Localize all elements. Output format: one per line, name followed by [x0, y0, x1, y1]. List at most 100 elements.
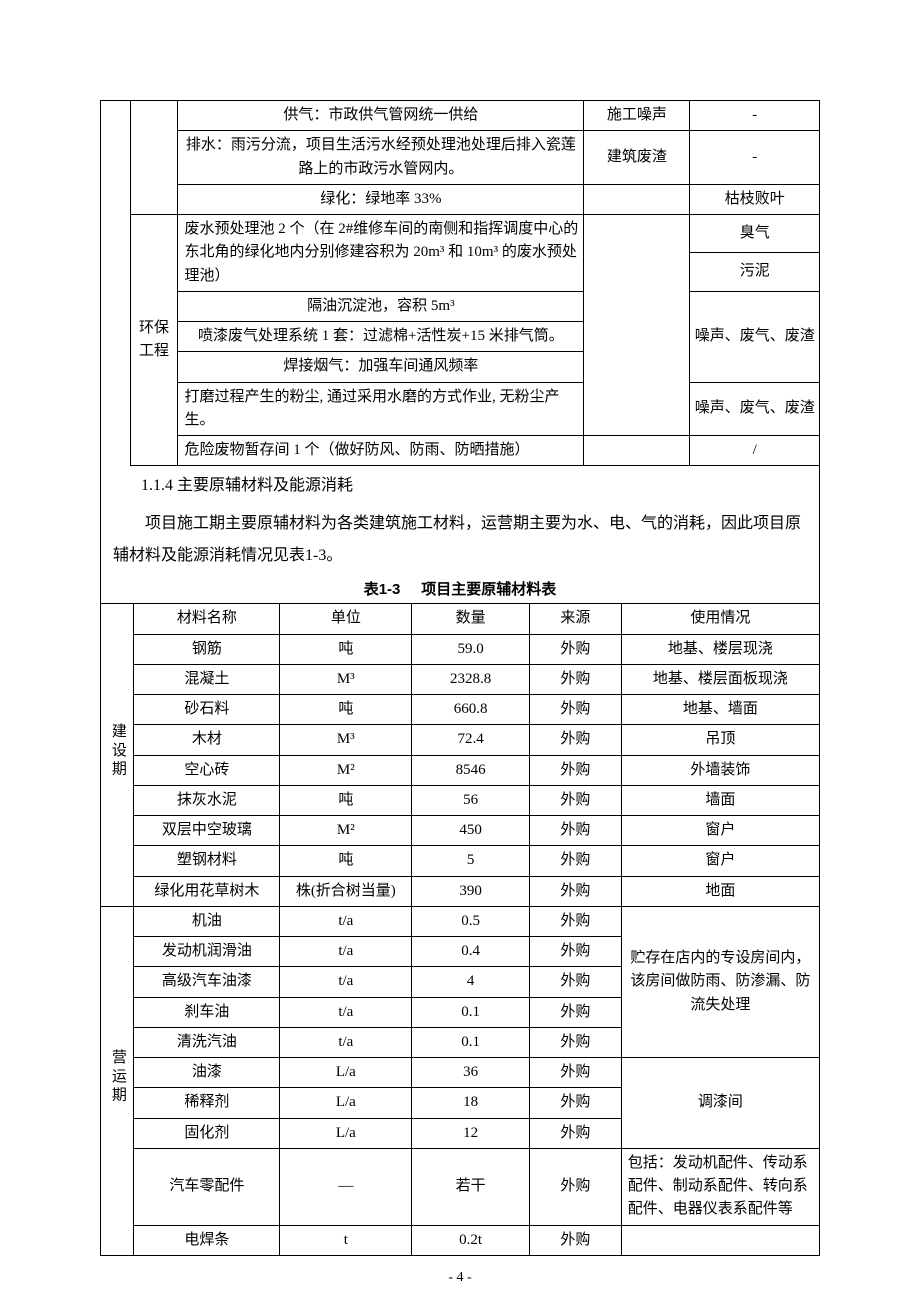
table-cell: 吨	[280, 785, 412, 815]
table-cell	[621, 1225, 819, 1255]
table-cell: 0.5	[412, 906, 530, 936]
table-cell: 臭气	[690, 215, 819, 253]
table-cell: t/a	[280, 997, 412, 1027]
table-cell	[584, 184, 690, 214]
table-header-row: 建设期 材料名称 单位 数量 来源 使用情况	[101, 604, 819, 634]
table-cell	[130, 101, 178, 215]
table-cell: t/a	[280, 967, 412, 997]
table-cell: 噪声、废气、废渣	[690, 382, 819, 436]
table-cell: 株(折合树当量)	[280, 876, 412, 906]
caption-number: 表1-3	[364, 581, 401, 598]
table-row: 排水：雨污分流，项目生活污水经预处理池处理后排入瓷莲路上的市政污水管网内。 建筑…	[101, 131, 819, 185]
table-cell: 混凝土	[134, 664, 280, 694]
table-cell: 外购	[529, 846, 621, 876]
table-cell: 0.2t	[412, 1225, 530, 1255]
table-cell: 56	[412, 785, 530, 815]
caption-title: 项目主要原辅材料表	[421, 581, 556, 598]
table-cell: 地基、墙面	[621, 695, 819, 725]
table-cell: t/a	[280, 1027, 412, 1057]
table-cell: 外购	[529, 1148, 621, 1225]
table-cell: 外购	[529, 1118, 621, 1148]
table-cell: 外购	[529, 695, 621, 725]
table-cell: 油漆	[134, 1058, 280, 1088]
table-cell: 吨	[280, 846, 412, 876]
table-cell: 72.4	[412, 725, 530, 755]
table-cell: 地基、楼层面板现浇	[621, 664, 819, 694]
table-env-engineering: 供气：市政供气管网统一供给 施工噪声 - 排水：雨污分流，项目生活污水经预处理池…	[101, 101, 819, 466]
col-header: 使用情况	[621, 604, 819, 634]
table-cell: 调漆间	[621, 1058, 819, 1149]
section-heading: 1.1.4 主要原辅材料及能源消耗	[105, 470, 819, 502]
table-cell: 废水预处理池 2 个（在 2#维修车间的南侧和指挥调度中心的东北角的绿化地内分别…	[178, 215, 584, 292]
table-cell: 0.1	[412, 997, 530, 1027]
table-row: 混凝土M³2328.8外购地基、楼层面板现浇	[101, 664, 819, 694]
table-cell: t	[280, 1225, 412, 1255]
table-cell: 焊接烟气：加强车间通风频率	[178, 352, 584, 382]
table-cell: L/a	[280, 1058, 412, 1088]
table-cell: 打磨过程产生的粉尘, 通过采用水磨的方式作业, 无粉尘产生。	[178, 382, 584, 436]
table-cell: 喷漆废气处理系统 1 套：过滤棉+活性炭+15 米排气筒。	[178, 322, 584, 352]
table-cell: /	[690, 436, 819, 466]
table-cell: 外购	[529, 1058, 621, 1088]
table-row: 汽车零配件—若干外购包括：发动机配件、传动系配件、制动系配件、转向系配件、电器仪…	[101, 1148, 819, 1225]
table-cell: 外购	[529, 967, 621, 997]
table-row: 空心砖M²8546外购外墙装饰	[101, 755, 819, 785]
table-cell: 18	[412, 1088, 530, 1118]
table-row: 砂石料吨660.8外购地基、墙面	[101, 695, 819, 725]
table-cell: 固化剂	[134, 1118, 280, 1148]
table-row: 绿化：绿地率 33% 枯枝败叶	[101, 184, 819, 214]
table-cell: 绿化：绿地率 33%	[178, 184, 584, 214]
table-cell: 木材	[134, 725, 280, 755]
table-cell: 刹车油	[134, 997, 280, 1027]
table-cell: 外购	[529, 816, 621, 846]
table-cell: 危险废物暂存间 1 个（做好防风、防雨、防晒措施）	[178, 436, 584, 466]
table-row: 油漆L/a36外购调漆间	[101, 1058, 819, 1088]
table-cell: 稀释剂	[134, 1088, 280, 1118]
table-cell: 8546	[412, 755, 530, 785]
phase-label-cell: 营运期	[101, 906, 134, 1255]
table-cell: 供气：市政供气管网统一供给	[178, 101, 584, 131]
table-cell: t/a	[280, 937, 412, 967]
table-cell	[584, 436, 690, 466]
table-cell: 墙面	[621, 785, 819, 815]
table-cell: 外购	[529, 785, 621, 815]
col-header: 来源	[529, 604, 621, 634]
table-cell: 外购	[529, 725, 621, 755]
table-cell: M³	[280, 664, 412, 694]
table-cell: 59.0	[412, 634, 530, 664]
table-cell: 清洗汽油	[134, 1027, 280, 1057]
table-cell: 钢筋	[134, 634, 280, 664]
table-cell: 外墙装饰	[621, 755, 819, 785]
table-cell: 外购	[529, 664, 621, 694]
table-cell: M²	[280, 816, 412, 846]
table-row: 电焊条t0.2t外购	[101, 1225, 819, 1255]
table-cell: L/a	[280, 1088, 412, 1118]
table-cell: 外购	[529, 1088, 621, 1118]
table-cell: 5	[412, 846, 530, 876]
section-paragraph: 项目施工期主要原辅材料为各类建筑施工材料，运营期主要为水、电、气的消耗，因此项目…	[105, 508, 815, 572]
table-row: 塑钢材料吨5外购窗户	[101, 846, 819, 876]
table-cell: 外购	[529, 997, 621, 1027]
table-cell: 2328.8	[412, 664, 530, 694]
table-row: 营运期机油t/a0.5外购贮存在店内的专设房间内，该房间做防雨、防渗漏、防流失处…	[101, 906, 819, 936]
table-cell: 高级汽车油漆	[134, 967, 280, 997]
table-caption: 表1-3 项目主要原辅材料表	[101, 578, 819, 599]
col-header: 材料名称	[134, 604, 280, 634]
table-cell: 双层中空玻璃	[134, 816, 280, 846]
table-cell: 汽车零配件	[134, 1148, 280, 1225]
table-row: 钢筋吨59.0外购地基、楼层现浇	[101, 634, 819, 664]
table-cell: 电焊条	[134, 1225, 280, 1255]
table-cell: 外购	[529, 634, 621, 664]
table-cell: 12	[412, 1118, 530, 1148]
col-header: 数量	[412, 604, 530, 634]
table-cell: 包括：发动机配件、传动系配件、制动系配件、转向系配件、电器仪表系配件等	[621, 1148, 819, 1225]
page-number: - 4 -	[100, 1270, 820, 1286]
table-row: 环保工程 废水预处理池 2 个（在 2#维修车间的南侧和指挥调度中心的东北角的绿…	[101, 215, 819, 253]
phase-label-cell: 建设期	[101, 604, 134, 907]
table-cell-env-label: 环保工程	[130, 215, 178, 466]
table-cell: 隔油沉淀池，容积 5m³	[178, 291, 584, 321]
table-cell: 吨	[280, 695, 412, 725]
table-cell: 窗户	[621, 846, 819, 876]
table-row: 木材M³72.4外购吊顶	[101, 725, 819, 755]
table-cell: 建筑废渣	[584, 131, 690, 185]
